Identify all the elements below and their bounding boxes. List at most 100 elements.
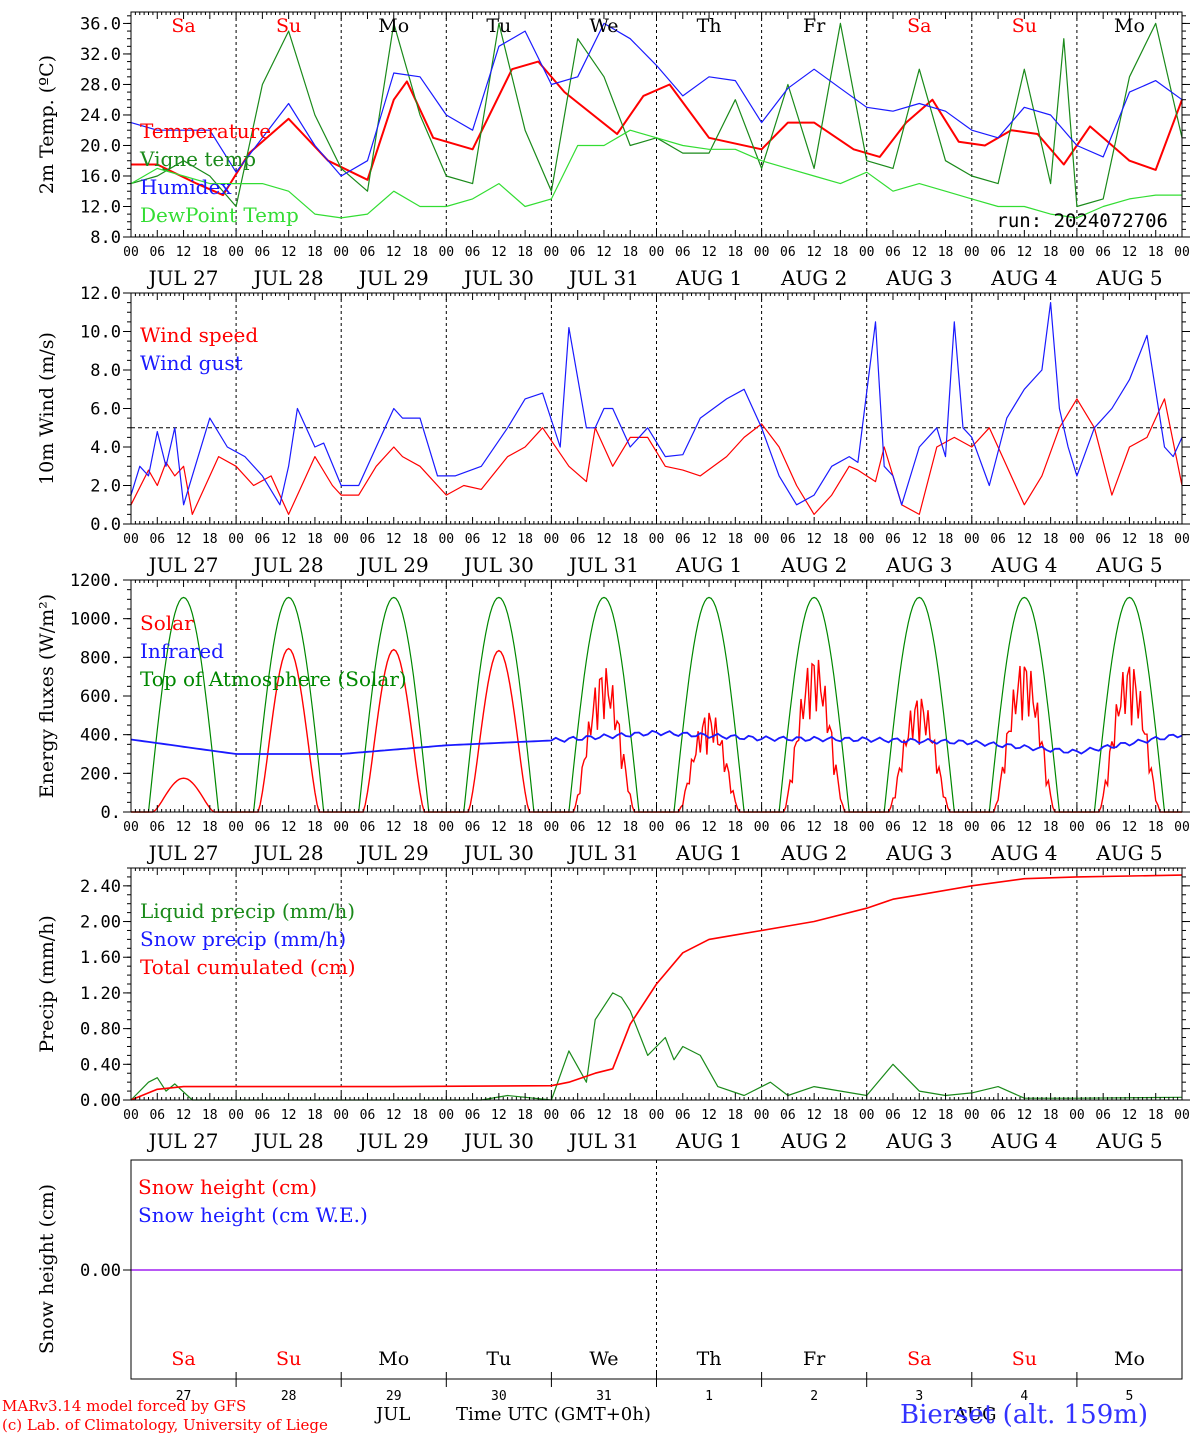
day-name: Th bbox=[697, 1348, 722, 1370]
hour-label: 06 bbox=[360, 820, 376, 835]
day-name: Su bbox=[1012, 15, 1037, 37]
hour-label: 00 bbox=[228, 245, 244, 260]
hour-label: 18 bbox=[517, 1108, 533, 1123]
date-label: JUL 30 bbox=[462, 1129, 534, 1153]
hour-label: 12 bbox=[701, 820, 717, 835]
hour-label: 06 bbox=[675, 245, 691, 260]
y-axis-label: Precip (mm/h) bbox=[36, 915, 58, 1053]
y-tick-label: 28.0 bbox=[80, 75, 121, 95]
hour-label: 00 bbox=[544, 532, 560, 547]
y-tick-label: 2.00 bbox=[80, 913, 121, 933]
hour-label: 18 bbox=[1148, 532, 1164, 547]
day-number: 5 bbox=[1126, 1389, 1134, 1404]
hour-label: 18 bbox=[833, 820, 849, 835]
hour-label: 06 bbox=[675, 532, 691, 547]
hour-label: 12 bbox=[1017, 532, 1033, 547]
hour-label: 18 bbox=[622, 245, 638, 260]
y-tick-label: 20.0 bbox=[80, 136, 121, 156]
hour-label: 06 bbox=[360, 245, 376, 260]
hour-label: 00 bbox=[754, 1108, 770, 1123]
series-humidex bbox=[130, 22, 1183, 177]
legend-item: Top of Atmosphere (Solar) bbox=[140, 667, 407, 691]
day-name: We bbox=[589, 1348, 618, 1370]
day-name: Sa bbox=[171, 1348, 195, 1370]
day-name: Th bbox=[697, 15, 722, 37]
hour-label: 12 bbox=[386, 245, 402, 260]
hour-label: 06 bbox=[255, 1108, 271, 1123]
hour-label: 00 bbox=[964, 245, 980, 260]
day-name: Su bbox=[276, 15, 301, 37]
date-label: AUG 4 bbox=[990, 841, 1057, 865]
date-label: JUL 31 bbox=[567, 553, 639, 577]
day-name: We bbox=[589, 15, 618, 37]
y-axis-label: Energy fluxes (W/m²) bbox=[36, 594, 58, 798]
hour-label: 18 bbox=[938, 820, 954, 835]
hour-label: 00 bbox=[1174, 532, 1190, 547]
hour-label: 18 bbox=[1148, 820, 1164, 835]
y-tick-label: 1000. bbox=[70, 610, 121, 630]
date-label: AUG 4 bbox=[990, 266, 1057, 290]
y-tick-label: 0.00 bbox=[80, 1261, 121, 1281]
hour-label: 06 bbox=[149, 820, 165, 835]
date-label: JUL 28 bbox=[252, 1129, 324, 1153]
hour-label: 00 bbox=[228, 532, 244, 547]
hour-label: 18 bbox=[833, 1108, 849, 1123]
hour-label: 06 bbox=[570, 245, 586, 260]
hour-label: 00 bbox=[649, 820, 665, 835]
y-tick-label: 32.0 bbox=[80, 45, 121, 65]
y-tick-label: 6.0 bbox=[90, 400, 121, 420]
legend-item: Liquid precip (mm/h) bbox=[140, 899, 355, 923]
date-label: JUL 27 bbox=[147, 841, 219, 865]
day-number: 3 bbox=[915, 1389, 923, 1404]
date-label: JUL 28 bbox=[252, 266, 324, 290]
date-label: AUG 2 bbox=[780, 841, 847, 865]
footer-month-jul: JUL bbox=[376, 1404, 411, 1425]
hour-label: 12 bbox=[1122, 1108, 1138, 1123]
hour-label: 18 bbox=[1148, 245, 1164, 260]
date-label: AUG 5 bbox=[1095, 841, 1162, 865]
hour-label: 12 bbox=[386, 820, 402, 835]
date-label: AUG 2 bbox=[780, 1129, 847, 1153]
y-tick-label: 0.00 bbox=[80, 1091, 121, 1111]
legend-item: Wind gust bbox=[140, 351, 243, 375]
date-label: AUG 1 bbox=[675, 841, 742, 865]
hour-label: 00 bbox=[123, 532, 139, 547]
hour-label: 06 bbox=[990, 532, 1006, 547]
hour-label: 12 bbox=[491, 820, 507, 835]
hour-label: 12 bbox=[1122, 245, 1138, 260]
hour-label: 06 bbox=[885, 532, 901, 547]
hour-label: 00 bbox=[1174, 820, 1190, 835]
hour-label: 00 bbox=[438, 820, 454, 835]
hour-label: 06 bbox=[149, 245, 165, 260]
hour-label: 18 bbox=[727, 820, 743, 835]
hour-label: 00 bbox=[333, 1108, 349, 1123]
footer-model-line: MARv3.14 model forced by GFS bbox=[2, 1397, 247, 1415]
series-vigne-temp bbox=[130, 22, 1183, 208]
legend-item: Temperature bbox=[140, 119, 271, 143]
date-label: AUG 5 bbox=[1095, 266, 1162, 290]
hour-label: 00 bbox=[438, 1108, 454, 1123]
hour-label: 00 bbox=[964, 820, 980, 835]
hour-label: 06 bbox=[885, 245, 901, 260]
date-label: AUG 4 bbox=[990, 1129, 1057, 1153]
hour-label: 12 bbox=[701, 245, 717, 260]
date-label: JUL 29 bbox=[357, 266, 429, 290]
legend-item: Infrared bbox=[140, 639, 224, 663]
hour-label: 12 bbox=[701, 532, 717, 547]
hour-label: 06 bbox=[675, 820, 691, 835]
hour-label: 18 bbox=[833, 532, 849, 547]
date-label: JUL 27 bbox=[147, 1129, 219, 1153]
y-tick-label: 10.0 bbox=[80, 323, 121, 343]
day-number: 30 bbox=[491, 1389, 507, 1404]
date-label: AUG 3 bbox=[885, 1129, 952, 1153]
y-tick-label: 36.0 bbox=[80, 14, 121, 34]
legend-item: Wind speed bbox=[140, 323, 258, 347]
hour-label: 06 bbox=[1095, 1108, 1111, 1123]
hour-label: 18 bbox=[202, 532, 218, 547]
hour-label: 18 bbox=[202, 245, 218, 260]
day-name: Tu bbox=[486, 1348, 511, 1370]
hour-label: 18 bbox=[727, 1108, 743, 1123]
date-label: JUL 30 bbox=[462, 841, 534, 865]
y-tick-label: 0.0 bbox=[90, 515, 121, 535]
y-tick-label: 1.60 bbox=[80, 948, 121, 968]
